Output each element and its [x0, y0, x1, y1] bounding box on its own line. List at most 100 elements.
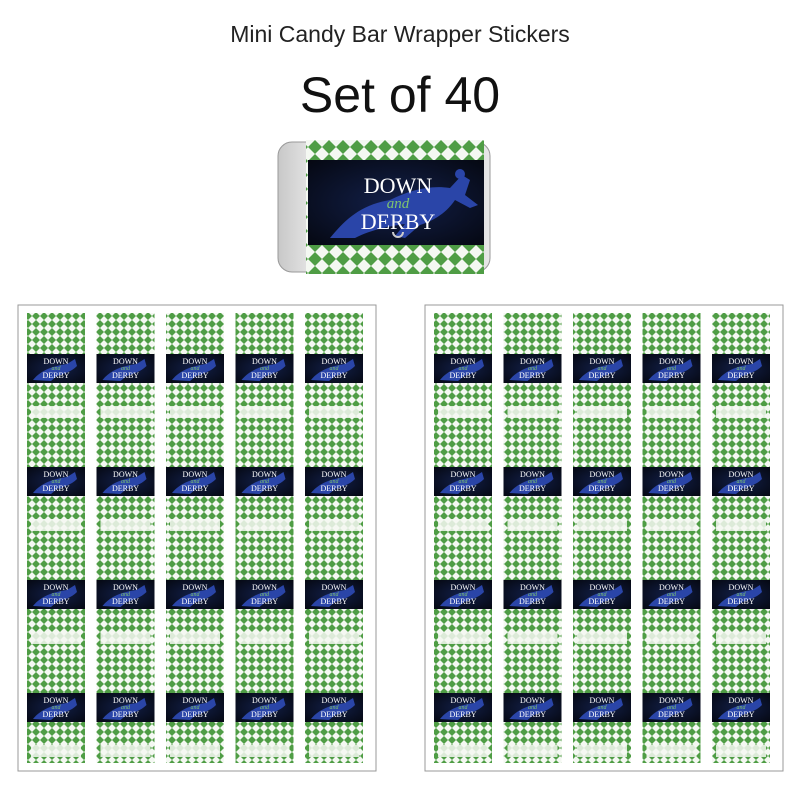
sticker-back-panel: [507, 745, 558, 757]
sticker-back-panel: [239, 632, 290, 644]
label-line1: DOWN: [183, 357, 208, 366]
sticker-back-panel: [646, 519, 697, 531]
label-line2: and: [330, 479, 340, 485]
label-line3: DERBY: [112, 484, 139, 493]
sticker-column: [96, 313, 155, 763]
label-line1: DOWN: [659, 357, 684, 366]
label-line2: and: [52, 705, 62, 711]
label-line1: DOWN: [252, 470, 277, 479]
label-line3: DERBY: [658, 597, 685, 606]
label-line2: and: [737, 366, 747, 372]
label-line2: and: [667, 366, 677, 372]
horse-silhouette: [718, 585, 762, 607]
horse-silhouette: [648, 585, 693, 607]
label-line1: DOWN: [113, 470, 138, 479]
horse-silhouette: [509, 585, 554, 607]
label-line2: and: [667, 705, 677, 711]
horse-silhouette: [509, 698, 554, 720]
label-line3: DERBY: [42, 710, 69, 719]
sticker-back-panel: [239, 745, 290, 757]
label-line1: DOWN: [729, 357, 754, 366]
sticker-back-panel: [239, 519, 290, 531]
horse-silhouette: [172, 359, 216, 381]
horse-silhouette: [509, 359, 554, 381]
label-line3: DERBY: [320, 371, 347, 380]
label-line1: DOWN: [113, 357, 138, 366]
label-line1: DOWN: [183, 583, 208, 592]
label-line3: DERBY: [449, 484, 476, 493]
label-line3: DERBY: [519, 371, 546, 380]
label-line2: and: [598, 479, 608, 485]
label-line2: and: [52, 479, 62, 485]
sticker-back-panel: [438, 406, 488, 418]
label-line3: DERBY: [181, 710, 208, 719]
horse-silhouette: [579, 585, 623, 607]
label-line1: DOWN: [322, 357, 347, 366]
label-line1: DOWN: [520, 470, 545, 479]
label-line2: and: [598, 705, 608, 711]
horse-silhouette: [718, 472, 762, 494]
label-line3: DERBY: [112, 710, 139, 719]
label-line3: DERBY: [361, 209, 436, 234]
label-line1: DOWN: [451, 696, 476, 705]
label-line1: DOWN: [252, 357, 277, 366]
label-line1: DOWN: [520, 357, 545, 366]
sticker-column: [712, 313, 770, 763]
sticker-back-panel: [716, 519, 766, 531]
label-line2: and: [459, 592, 469, 598]
sticker-back-panel: [100, 745, 151, 757]
sticker-back-panel: [309, 406, 359, 418]
label-line3: DERBY: [251, 484, 278, 493]
label-line3: DERBY: [658, 710, 685, 719]
sticker-back-panel: [577, 745, 627, 757]
sticker-column: [166, 313, 224, 763]
label-line3: DERBY: [320, 597, 347, 606]
label-line3: DERBY: [519, 597, 546, 606]
label-line3: DERBY: [42, 597, 69, 606]
label-line1: DOWN: [659, 583, 684, 592]
label-line1: DOWN: [322, 470, 347, 479]
sticker-back-panel: [507, 519, 558, 531]
label-line1: DOWN: [729, 583, 754, 592]
horse-silhouette: [440, 585, 484, 607]
label-line3: DERBY: [588, 597, 615, 606]
label-line2: and: [598, 366, 608, 372]
sticker-back-panel: [438, 632, 488, 644]
label-line1: DOWN: [322, 696, 347, 705]
horse-silhouette: [172, 698, 216, 720]
jockey: [455, 169, 465, 179]
label-line2: and: [330, 592, 340, 598]
label-line2: and: [737, 479, 747, 485]
sticker-back-panel: [646, 745, 697, 757]
label-line1: DOWN: [113, 583, 138, 592]
label-line1: DOWN: [451, 583, 476, 592]
horse-silhouette: [172, 585, 216, 607]
horse-silhouette: [648, 359, 693, 381]
label-line3: DERBY: [449, 597, 476, 606]
sticker-column: [573, 313, 631, 763]
label-line1: DOWN: [659, 696, 684, 705]
horse-silhouette: [33, 698, 77, 720]
label-line3: DERBY: [519, 484, 546, 493]
label-line1: DOWN: [44, 583, 69, 592]
label-line3: DERBY: [320, 710, 347, 719]
horse-silhouette: [579, 472, 623, 494]
horse-silhouette: [241, 585, 286, 607]
label-line3: DERBY: [449, 710, 476, 719]
label-line2: and: [52, 366, 62, 372]
label-line3: DERBY: [181, 597, 208, 606]
label-line1: DOWN: [451, 357, 476, 366]
label-line2: and: [191, 705, 201, 711]
label-line2: and: [330, 705, 340, 711]
label-line1: DOWN: [590, 357, 615, 366]
sticker-back-panel: [170, 406, 220, 418]
label-line2: and: [260, 592, 270, 598]
label-line1: DOWN: [183, 470, 208, 479]
sticker-back-panel: [646, 406, 697, 418]
label-line3: DERBY: [658, 371, 685, 380]
label-line1: DOWN: [729, 470, 754, 479]
label-line3: DERBY: [112, 371, 139, 380]
sticker-back-panel: [170, 519, 220, 531]
horse-silhouette: [102, 472, 147, 494]
horse-silhouette: [330, 175, 478, 238]
